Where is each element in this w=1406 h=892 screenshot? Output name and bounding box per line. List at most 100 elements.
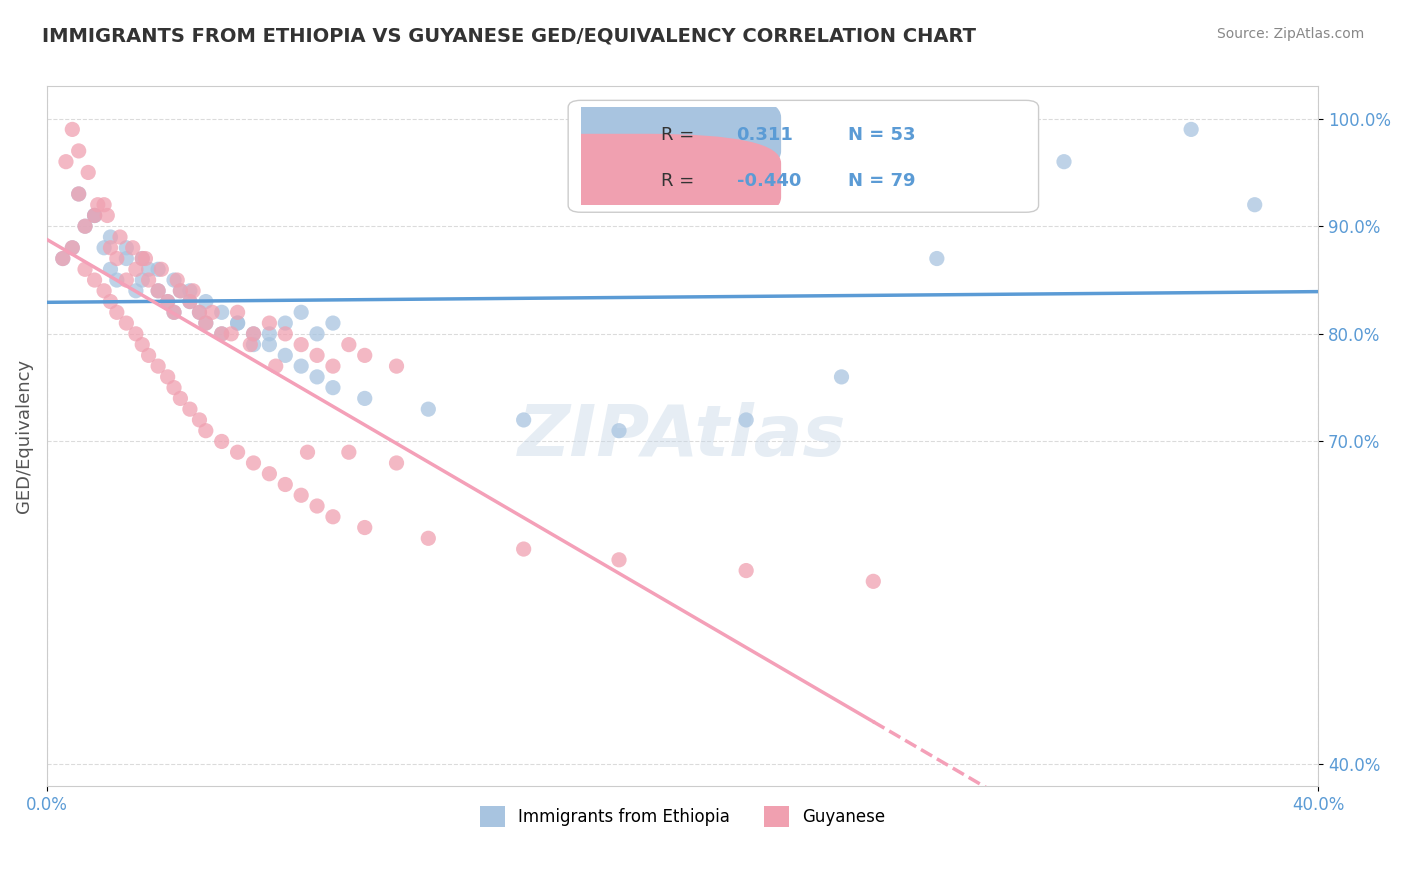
Point [131,337,153,351]
Point [274,477,297,491]
Point [100,294,122,309]
Text: Source: ZipAtlas.com: Source: ZipAtlas.com [1216,27,1364,41]
Point [156,294,179,309]
Point [188,413,211,427]
Point [93,241,115,255]
Point [322,509,344,524]
Point [201,305,224,319]
Point [290,359,312,373]
Point [274,326,297,341]
Point [67,186,90,201]
Point [242,337,264,351]
Point [1180,122,1202,136]
Point [607,424,630,438]
Legend: Immigrants from Ethiopia, Guyanese: Immigrants from Ethiopia, Guyanese [474,800,891,833]
Point [179,402,201,417]
Point [179,294,201,309]
Point [211,326,233,341]
Point [131,252,153,266]
Point [307,348,329,362]
Point [115,241,138,255]
Point [194,424,217,438]
Point [290,305,312,319]
Point [259,326,281,341]
Point [264,359,287,373]
Point [77,165,100,179]
Point [115,316,138,330]
Point [138,348,160,362]
Point [862,574,884,589]
Point [259,467,281,481]
FancyBboxPatch shape [568,100,1039,212]
Point [100,262,122,277]
Point [274,348,297,362]
Point [226,316,249,330]
Point [307,326,329,341]
Point [163,273,186,287]
Point [179,294,201,309]
Point [322,359,344,373]
Point [226,305,249,319]
Point [73,219,96,234]
Point [1243,198,1265,212]
Point [385,456,408,470]
Point [100,230,122,244]
Point [607,553,630,567]
Point [146,284,169,298]
Point [353,348,375,362]
Point [60,241,83,255]
Point [138,262,160,277]
Point [211,434,233,449]
Point [831,370,853,384]
Point [512,542,534,557]
Point [146,284,169,298]
Point [55,154,77,169]
Point [115,252,138,266]
Point [146,262,169,277]
Point [131,273,153,287]
Point [353,392,375,406]
Point [100,241,122,255]
Point [83,209,105,223]
Point [194,316,217,330]
Point [125,284,148,298]
Point [105,305,128,319]
Point [274,316,297,330]
Point [60,122,83,136]
Point [925,252,948,266]
Point [307,499,329,513]
Point [156,370,179,384]
Point [163,305,186,319]
Point [67,186,90,201]
Point [418,402,440,417]
Y-axis label: GED/Equivalency: GED/Equivalency [15,359,32,513]
Point [146,359,169,373]
Point [322,316,344,330]
Point [93,284,115,298]
Point [105,273,128,287]
Point [181,284,204,298]
Point [83,209,105,223]
Point [211,326,233,341]
Point [353,520,375,534]
Point [194,316,217,330]
Point [83,273,105,287]
Point [735,564,758,578]
Point [337,445,360,459]
Point [73,219,96,234]
Point [169,284,191,298]
Point [259,316,281,330]
Point [96,209,118,223]
Point [418,531,440,545]
Point [226,445,249,459]
Point [322,381,344,395]
Point [307,370,329,384]
Point [105,252,128,266]
Point [219,326,242,341]
Point [512,413,534,427]
Point [242,326,264,341]
Point [93,198,115,212]
Point [242,326,264,341]
Point [138,273,160,287]
Point [87,198,110,212]
